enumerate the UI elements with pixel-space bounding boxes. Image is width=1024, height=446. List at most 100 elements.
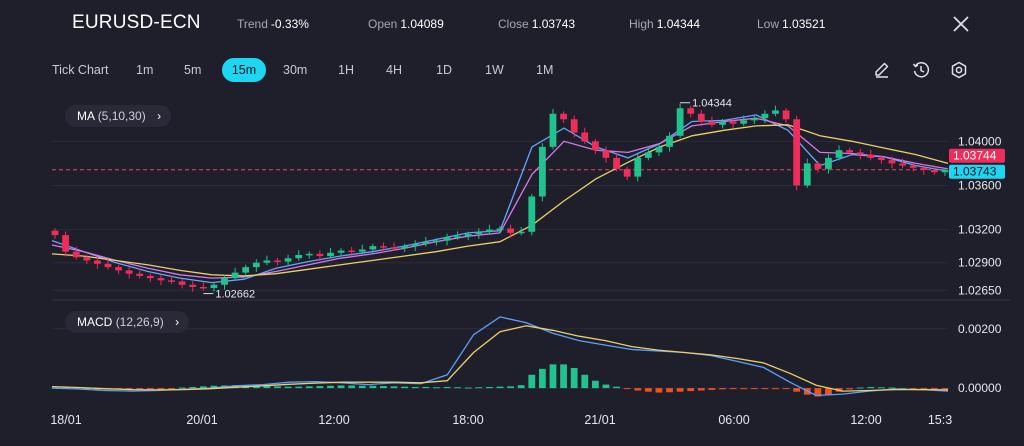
time-tick-label: 20/01	[186, 413, 217, 427]
candle-body	[538, 146, 546, 197]
candle-body	[825, 157, 832, 169]
macd-indicator-params: (12,26,9)	[115, 315, 164, 329]
tab-1w[interactable]: 1W	[485, 63, 504, 77]
macd-histogram-bar	[644, 388, 652, 392]
tab-30m[interactable]: 30m	[283, 63, 308, 77]
macd-histogram-bar	[538, 368, 546, 389]
candle-body	[496, 228, 504, 230]
time-tick-label: 15:3	[928, 413, 952, 427]
macd-histogram-bar	[655, 388, 663, 393]
settings-icon[interactable]	[949, 60, 969, 80]
macd-histogram-bar	[899, 388, 907, 390]
macd-indicator-toggle[interactable]: MACD (12,26,9) ›	[65, 311, 190, 333]
macd-histogram-bar	[666, 388, 673, 393]
macd-histogram-bar	[72, 388, 80, 390]
candle-body	[793, 119, 801, 186]
macd-histogram-bar	[464, 387, 472, 389]
candle-body	[814, 163, 822, 169]
time-tick-label: 18/01	[50, 413, 81, 427]
candle-body	[570, 119, 578, 133]
candle-body	[613, 157, 620, 169]
candle-body	[507, 228, 514, 233]
low-value: 1.03521	[782, 17, 826, 31]
macd-histogram-bar	[496, 386, 504, 389]
macd-histogram-bar	[549, 364, 557, 389]
macd-histogram-bar	[252, 385, 260, 389]
tab-5m[interactable]: 5m	[184, 63, 202, 77]
macd-histogram-bar	[411, 386, 419, 389]
macd-histogram-bar	[51, 387, 59, 389]
candle-body	[337, 250, 345, 253]
trend-value: -0.33%	[270, 17, 309, 31]
macd-histogram-bar	[422, 386, 430, 389]
chevron-right-icon: ›	[157, 109, 162, 123]
tab-tick-chart[interactable]: Tick Chart	[52, 63, 109, 77]
macd-histogram-bar	[613, 386, 620, 389]
close-icon[interactable]	[950, 13, 972, 35]
macd-histogram-bar	[189, 386, 197, 389]
macd-histogram-bar	[941, 388, 949, 390]
macd-histogram-bar	[761, 388, 769, 390]
candle-body	[157, 278, 165, 281]
candle-body	[697, 113, 705, 122]
macd-histogram-bar	[348, 385, 356, 389]
ma-indicator-toggle[interactable]: MA (5,10,30) ›	[65, 105, 172, 127]
candle-body	[909, 165, 917, 168]
candle-body	[210, 284, 218, 289]
symbol-title: EURUSD-ECN	[72, 12, 201, 33]
tab-15m[interactable]: 15m	[222, 58, 266, 82]
candle-body	[189, 284, 197, 287]
candle-body	[115, 267, 122, 271]
tab-1mo[interactable]: 1M	[536, 63, 554, 77]
high-label: High	[629, 17, 654, 31]
macd-histogram-bar	[793, 388, 801, 392]
macd-histogram-bar	[316, 386, 324, 389]
current-price-badge	[949, 148, 1005, 163]
pencil-icon[interactable]	[872, 60, 892, 80]
macd-histogram-bar	[729, 388, 737, 390]
macd-histogram-bar	[772, 388, 779, 390]
macd-histogram-bar	[62, 387, 69, 389]
macd-histogram-bar	[93, 388, 101, 390]
candle-body	[274, 260, 281, 262]
macd-histogram-bar	[835, 388, 843, 392]
candle-body	[252, 262, 260, 268]
ma-indicator-params: (5,10,30)	[97, 109, 146, 123]
candle-body	[549, 113, 557, 147]
macd-histogram-bar	[867, 386, 875, 389]
tab-1m[interactable]: 1m	[136, 63, 154, 77]
candle-body	[51, 230, 59, 236]
price-tick-label: 1.03600	[958, 178, 1002, 192]
open-value: 1.04089	[400, 17, 444, 31]
candle-body	[708, 121, 716, 125]
candle-body	[931, 170, 938, 173]
timeframe-bar: Tick Chart 1m 5m 15m 30m 1H 4H 1D 1W 1M	[0, 58, 1024, 84]
macd-histogram-bar	[337, 385, 345, 389]
candle-body	[62, 235, 69, 252]
candle-body	[591, 141, 599, 151]
macd-histogram-bar	[295, 386, 303, 389]
macd-histogram-bar	[687, 388, 695, 392]
tab-1d[interactable]: 1D	[436, 63, 452, 77]
high-value: 1.04344	[656, 17, 701, 31]
low-stat: Low 1.03521	[757, 17, 825, 31]
candle-body	[369, 246, 377, 250]
candle-body	[623, 168, 631, 177]
candle-body	[835, 150, 843, 158]
candle-body	[401, 246, 409, 249]
macd-histogram-bar	[782, 388, 790, 390]
macd-histogram-bar	[803, 388, 811, 395]
macd-histogram-bar	[528, 374, 536, 389]
candle-body	[411, 243, 419, 247]
price-tick-label: 1.02650	[958, 283, 1002, 297]
macd-histogram-bar	[931, 388, 938, 390]
candle-body	[454, 236, 462, 238]
macd-histogram-bar	[591, 380, 599, 389]
macd-histogram-bar	[221, 385, 228, 389]
tab-4h[interactable]: 4H	[386, 63, 402, 77]
history-icon[interactable]	[911, 60, 931, 80]
macd-histogram-bar	[475, 387, 483, 389]
macd-histogram-bar	[856, 387, 864, 389]
tab-1h[interactable]: 1H	[338, 63, 354, 77]
macd-histogram-bar	[433, 387, 440, 389]
